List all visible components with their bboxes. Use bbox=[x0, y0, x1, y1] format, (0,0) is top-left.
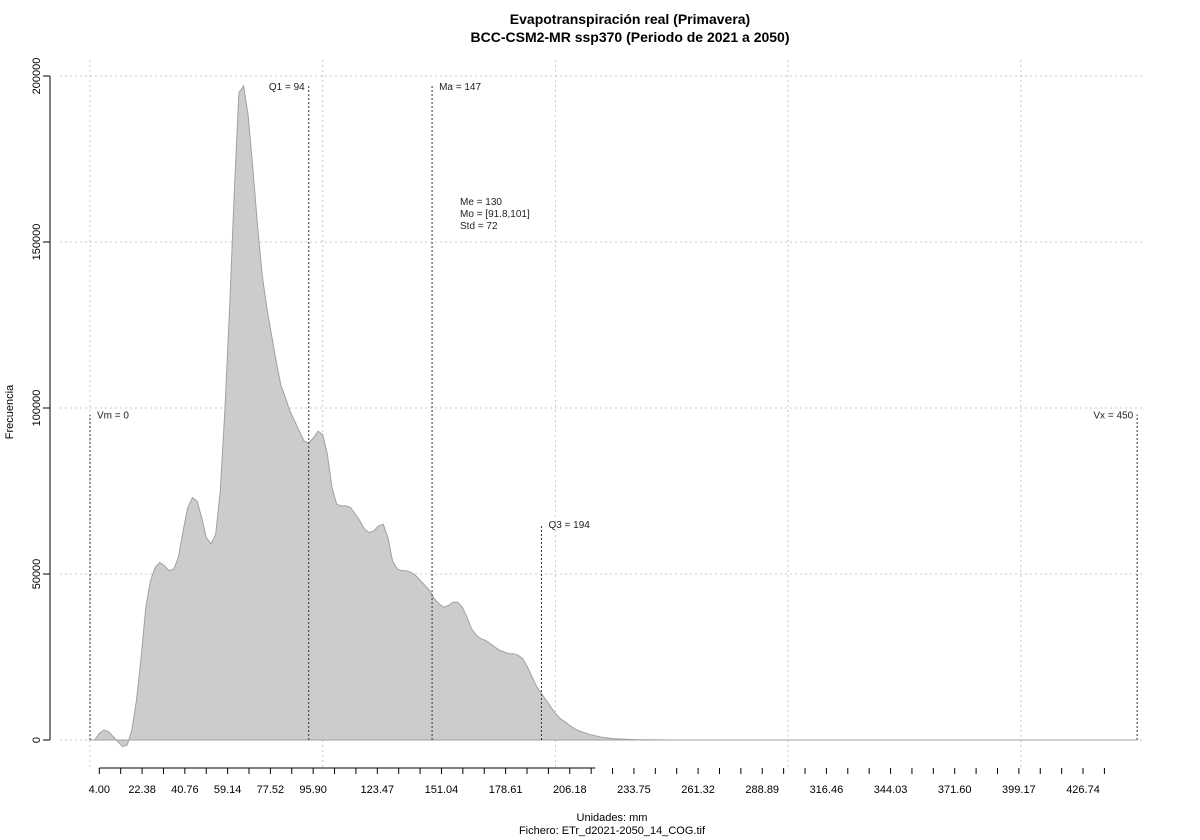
stat-median: Me = 130 bbox=[460, 197, 502, 208]
stat-mode: Mo = [91.8,101] bbox=[460, 209, 530, 220]
x-tick-label: 344.03 bbox=[874, 784, 908, 796]
x-tick-label: 59.14 bbox=[214, 784, 242, 796]
x-tick-label: 77.52 bbox=[257, 784, 285, 796]
density-area bbox=[90, 84, 1138, 748]
reference-lines: Vm = 0 Q1 = 94 Ma = 147 Q3 = 194 Vx = 450 bbox=[89, 82, 1138, 740]
x-tick-label: 95.90 bbox=[299, 784, 327, 796]
x-tick-label: 178.61 bbox=[489, 784, 523, 796]
x-tick-label: 316.46 bbox=[810, 784, 844, 796]
x-tick-label: 288.89 bbox=[745, 784, 779, 796]
x-tick-label: 123.47 bbox=[360, 784, 394, 796]
y-tick-label: 150000 bbox=[31, 224, 43, 261]
x-tick-label: 206.18 bbox=[553, 784, 587, 796]
x-tick-label: 399.17 bbox=[1002, 784, 1036, 796]
y-tick-label: 50000 bbox=[31, 559, 43, 590]
x-tick-label: 233.75 bbox=[617, 784, 651, 796]
ref-label-q3: Q3 = 194 bbox=[548, 520, 590, 531]
x-tick-label: 40.76 bbox=[171, 784, 199, 796]
x-tick-label: 426.74 bbox=[1066, 784, 1100, 796]
ref-label-q1: Q1 = 94 bbox=[269, 82, 305, 93]
ref-label-vx: Vx = 450 bbox=[1093, 411, 1133, 422]
y-axis-label: Frecuencia bbox=[4, 384, 16, 439]
axes: 0 50000 100000 150000 200000 4.00 22.38 40.76 59… bbox=[31, 58, 1105, 796]
x-tick-label: 22.38 bbox=[128, 784, 156, 796]
chart-title: Evapotranspiración real (Primavera) bbox=[510, 11, 750, 27]
file-footer: Fichero: ETr_d2021-2050_14_COG.tif bbox=[519, 825, 706, 837]
y-tick-label: 0 bbox=[31, 737, 43, 743]
x-tick-label: 371.60 bbox=[938, 784, 972, 796]
x-tick-label: 151.04 bbox=[425, 784, 459, 796]
y-tick-label: 200000 bbox=[31, 58, 43, 95]
x-axis-label: Unidades: mm bbox=[577, 812, 648, 824]
ref-label-vm: Vm = 0 bbox=[97, 411, 129, 422]
chart-subtitle: BCC-CSM2-MR ssp370 (Periodo de 2021 a 20… bbox=[471, 29, 790, 45]
x-tick-label: 4.00 bbox=[89, 784, 110, 796]
x-tick-label: 261.32 bbox=[681, 784, 715, 796]
y-tick-label: 100000 bbox=[31, 390, 43, 427]
stat-std: Std = 72 bbox=[460, 221, 498, 232]
ref-label-ma: Ma = 147 bbox=[439, 82, 481, 93]
